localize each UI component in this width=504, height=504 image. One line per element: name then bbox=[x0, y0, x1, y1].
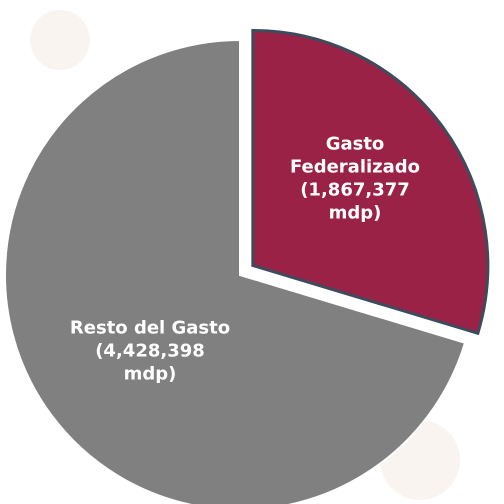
label-line: Resto del Gasto bbox=[70, 317, 230, 338]
label-line: Federalizado bbox=[290, 157, 420, 178]
label-line: mdp) bbox=[329, 203, 382, 224]
label-line: (1,867,377 bbox=[300, 180, 410, 201]
value-label: (1,867,377 mdp) bbox=[300, 180, 410, 224]
pie-slice bbox=[251, 28, 490, 336]
slice-label: Resto del Gasto bbox=[70, 317, 230, 338]
value-label: (4,428,398 mdp) bbox=[95, 340, 205, 384]
label-line: Gasto bbox=[326, 134, 385, 155]
label-line: (4,428,398 bbox=[95, 340, 205, 361]
label-line: mdp) bbox=[124, 363, 177, 384]
pie-slice bbox=[4, 38, 467, 504]
slice-label: Gasto Federalizado bbox=[290, 134, 420, 178]
